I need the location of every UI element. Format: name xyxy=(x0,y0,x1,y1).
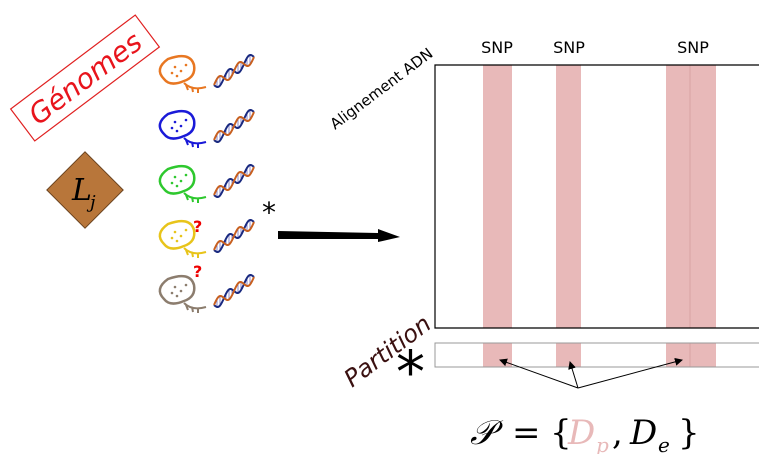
bacterium-tail xyxy=(184,138,206,148)
bacterium-dot xyxy=(174,66,177,69)
snp-column xyxy=(666,65,716,328)
bacterium-body xyxy=(160,111,194,138)
alignment-label: Alignement ADN xyxy=(327,44,437,133)
formula-equals: = xyxy=(512,413,541,453)
arrow-shape xyxy=(278,229,400,242)
bacterium-body xyxy=(160,221,194,248)
genomes-box: Génomes xyxy=(11,15,160,141)
bacterium-dot xyxy=(174,231,177,234)
alignment: SNP SNP SNP xyxy=(435,38,759,328)
bacterium-dot xyxy=(180,125,183,128)
bacterium-dot xyxy=(176,75,179,78)
bacterium-dot xyxy=(176,240,179,243)
bacterium-dot xyxy=(171,72,174,75)
bacterium-dot xyxy=(185,284,188,287)
unknown-mark: ? xyxy=(193,262,202,281)
bacterium-tail xyxy=(184,83,206,93)
genomes-label: Génomes xyxy=(22,25,148,131)
bacterium-dot xyxy=(171,182,174,185)
dna xyxy=(214,220,254,252)
formula-set: 𝒫 xyxy=(470,413,504,453)
partition xyxy=(435,343,759,367)
snp-label: SNP xyxy=(677,38,709,57)
snp-label: SNP xyxy=(481,38,513,57)
new-genome-marker: * xyxy=(262,196,276,229)
snp-column xyxy=(556,65,581,328)
partition-cell xyxy=(666,343,716,367)
main-arrow xyxy=(278,229,400,242)
dna xyxy=(214,55,254,87)
unknown-mark: ? xyxy=(193,217,202,236)
bacterium-dot xyxy=(185,64,188,67)
partition-marker: * xyxy=(396,338,425,406)
organisms xyxy=(160,55,254,313)
bacterium-dot xyxy=(180,235,183,238)
bacterium-body xyxy=(160,56,194,83)
bacterium-tail xyxy=(184,248,206,258)
bacterium-dot xyxy=(185,119,188,122)
bacterium-dot xyxy=(176,130,179,133)
bacterium-dot xyxy=(185,174,188,177)
bacterium-dot xyxy=(171,237,174,240)
lineage: L j xyxy=(47,152,123,228)
partition-cell xyxy=(556,343,581,367)
bacterium-dot xyxy=(174,176,177,179)
dna xyxy=(214,275,254,307)
bacterium xyxy=(160,166,206,203)
formula-d2-sub: e xyxy=(658,433,670,454)
bacterium xyxy=(160,276,206,313)
partition-cell xyxy=(483,343,512,367)
bacterium-body xyxy=(160,276,194,303)
pointer-arrows xyxy=(500,360,682,388)
pointer-arrow xyxy=(578,360,682,388)
bacterium xyxy=(160,111,206,148)
formula-d1: D xyxy=(567,413,595,453)
dna xyxy=(214,110,254,142)
snp-label: SNP xyxy=(553,38,585,57)
bacterium-dot xyxy=(171,127,174,130)
bacterium-dot xyxy=(174,286,177,289)
bacterium-dot xyxy=(174,121,177,124)
bacterium-dot xyxy=(176,185,179,188)
dna xyxy=(214,165,254,197)
lineage-base: L xyxy=(71,173,92,208)
formula-close: } xyxy=(678,413,700,453)
diagram: Génomes L j * ? ? Alignement ADN SNP SNP… xyxy=(0,0,759,454)
formula-d2: D xyxy=(629,413,657,453)
bacterium-tail xyxy=(184,303,206,313)
bacterium-dot xyxy=(180,180,183,183)
bacterium-body xyxy=(160,166,194,193)
snp-column xyxy=(483,65,512,328)
formula-comma: , xyxy=(612,413,623,453)
bacterium-dot xyxy=(171,292,174,295)
bacterium-tail xyxy=(184,193,206,203)
bacterium-dot xyxy=(185,229,188,232)
bacterium xyxy=(160,56,206,93)
formula-d1-sub: p xyxy=(596,433,609,454)
bacterium-dot xyxy=(180,70,183,73)
bacterium-dot xyxy=(176,295,179,298)
bacterium-dot xyxy=(180,290,183,293)
formula: 𝒫 = { D p , D e } xyxy=(470,413,700,454)
